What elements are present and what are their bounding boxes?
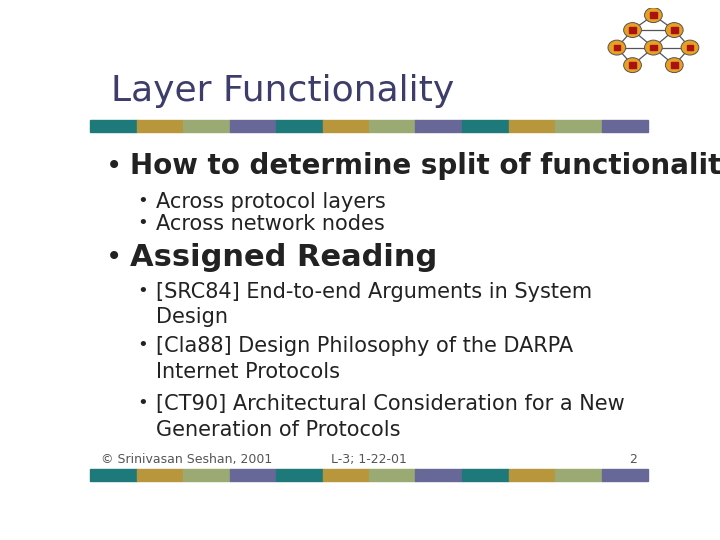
Bar bbox=[687, 45, 693, 50]
Bar bbox=[613, 45, 620, 50]
Circle shape bbox=[644, 8, 662, 23]
Bar bbox=[90, 120, 137, 132]
Text: [SRC84] End-to-end Arguments in System
Design: [SRC84] End-to-end Arguments in System D… bbox=[156, 282, 592, 327]
Bar bbox=[462, 120, 508, 132]
Bar bbox=[629, 62, 636, 68]
Bar bbox=[369, 469, 415, 481]
Bar bbox=[555, 120, 601, 132]
Bar bbox=[508, 120, 555, 132]
Bar bbox=[137, 120, 183, 132]
Bar bbox=[137, 469, 183, 481]
Bar bbox=[508, 469, 555, 481]
Bar bbox=[230, 120, 276, 132]
Bar bbox=[601, 120, 648, 132]
Bar bbox=[650, 12, 657, 18]
Bar bbox=[323, 120, 369, 132]
Bar bbox=[90, 469, 137, 481]
Text: 2: 2 bbox=[629, 453, 637, 465]
Circle shape bbox=[644, 40, 662, 55]
Bar bbox=[462, 469, 508, 481]
Bar bbox=[276, 469, 323, 481]
Bar bbox=[230, 469, 276, 481]
Text: © Srinivasan Seshan, 2001: © Srinivasan Seshan, 2001 bbox=[101, 453, 272, 465]
Bar bbox=[183, 120, 230, 132]
Text: Across network nodes: Across network nodes bbox=[156, 214, 384, 234]
Circle shape bbox=[608, 40, 626, 55]
Circle shape bbox=[665, 23, 683, 37]
Text: •: • bbox=[138, 192, 148, 210]
Bar bbox=[555, 469, 601, 481]
Bar bbox=[369, 120, 415, 132]
Text: Assigned Reading: Assigned Reading bbox=[130, 243, 438, 272]
Bar bbox=[629, 27, 636, 33]
Bar bbox=[415, 120, 462, 132]
Bar bbox=[601, 469, 648, 481]
Text: L-3; 1-22-01: L-3; 1-22-01 bbox=[331, 453, 407, 465]
Bar bbox=[671, 27, 678, 33]
Text: •: • bbox=[106, 152, 122, 180]
Text: •: • bbox=[106, 243, 122, 271]
Circle shape bbox=[665, 58, 683, 72]
Circle shape bbox=[624, 23, 642, 37]
Text: [Cla88] Design Philosophy of the DARPA
Internet Protocols: [Cla88] Design Philosophy of the DARPA I… bbox=[156, 336, 573, 381]
Circle shape bbox=[681, 40, 699, 55]
Circle shape bbox=[624, 58, 642, 72]
Bar bbox=[183, 469, 230, 481]
Text: •: • bbox=[138, 282, 148, 300]
Bar bbox=[323, 469, 369, 481]
Bar bbox=[276, 120, 323, 132]
Text: Across protocol layers: Across protocol layers bbox=[156, 192, 386, 212]
Text: •: • bbox=[138, 336, 148, 354]
Bar bbox=[671, 62, 678, 68]
Text: [CT90] Architectural Consideration for a New
Generation of Protocols: [CT90] Architectural Consideration for a… bbox=[156, 394, 624, 440]
Text: •: • bbox=[138, 214, 148, 233]
Bar bbox=[415, 469, 462, 481]
Text: How to determine split of functionality: How to determine split of functionality bbox=[130, 152, 720, 180]
Text: Layer Functionality: Layer Functionality bbox=[111, 75, 454, 109]
Text: •: • bbox=[138, 394, 148, 412]
Bar bbox=[650, 45, 657, 50]
